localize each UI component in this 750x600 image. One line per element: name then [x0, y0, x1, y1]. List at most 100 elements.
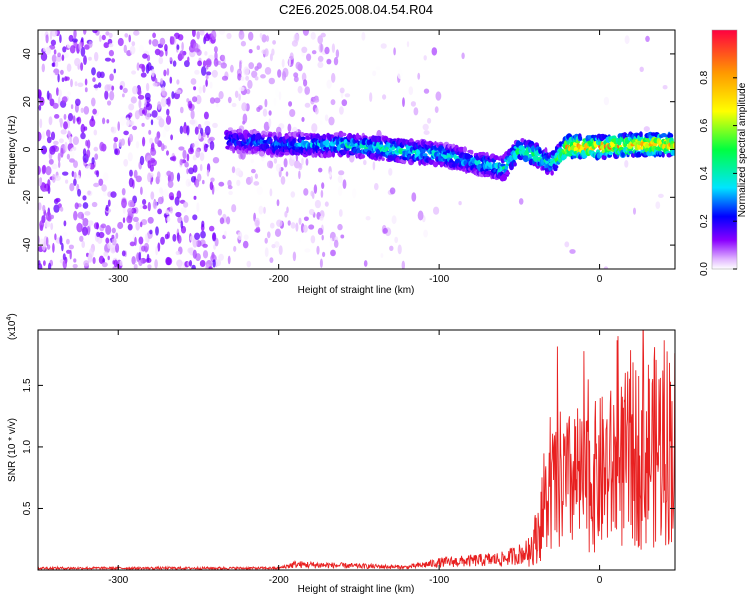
spectrogram-noise-cell	[176, 172, 181, 182]
spectrogram-noise-cell	[182, 149, 187, 160]
spectrogram-noise-cell	[58, 160, 61, 169]
spectrogram-noise-cell	[92, 30, 98, 34]
spectrogram-noise-cell	[38, 131, 42, 142]
spectrogram-noise-cell	[180, 220, 184, 229]
spectrogram-noise-cell	[56, 87, 59, 96]
spectrogram-noise-cell	[227, 96, 232, 104]
spectrogram-signal-cell	[643, 151, 648, 156]
spectrogram-noise-cell	[40, 52, 48, 62]
spectrogram-noise-cell	[235, 167, 241, 176]
spectrogram-noise-cell	[61, 171, 69, 176]
spectrogram-noise-cell	[49, 30, 53, 41]
spectrogram-noise-cell	[93, 84, 99, 89]
spectrogram-noise-cell	[330, 249, 336, 257]
spectrogram-noise-cell	[139, 155, 145, 166]
spectrogram-noise-cell	[397, 69, 403, 80]
spectrogram-noise-cell	[624, 35, 630, 45]
spectrogram-noise-cell	[81, 240, 85, 248]
spectrogram-noise-cell	[369, 92, 373, 102]
spectrogram-noise-cell	[216, 103, 219, 108]
spectrogram-noise-cell	[220, 62, 227, 69]
spectrogram-noise-cell	[54, 233, 57, 241]
spectrogram-x-tick-label: -200	[269, 274, 289, 285]
snr-x-tick-label: -300	[108, 575, 128, 586]
spectrogram-noise-cell	[119, 260, 123, 267]
spectrogram-noise-cell	[186, 125, 190, 136]
spectrogram-noise-cell	[655, 201, 661, 209]
spectrogram-noise-cell	[130, 96, 137, 104]
spectrogram-noise-cell	[253, 181, 260, 186]
spectrogram-noise-cell	[72, 136, 79, 146]
spectrogram-noise-cell	[316, 245, 320, 255]
spectrogram-noise-cell	[40, 238, 44, 246]
snr-y-tick-label: 0.5	[22, 501, 33, 515]
spectrogram-signal-cell	[381, 157, 385, 162]
spectrogram-signal-cell	[231, 129, 238, 133]
spectrogram-noise-cell	[77, 89, 83, 98]
spectrogram-signal-cell	[227, 127, 233, 132]
spectrogram-noise-cell	[183, 215, 189, 223]
spectrogram-noise-cell	[167, 180, 174, 189]
spectrogram-noise-cell	[269, 188, 273, 197]
spectrogram-noise-cell	[152, 200, 158, 210]
spectrogram-noise-cell	[310, 190, 314, 197]
spectrogram-noise-cell	[39, 220, 45, 229]
spectrogram-noise-cell	[160, 236, 165, 245]
spectrogram-noise-cell	[326, 79, 332, 89]
spectrogram-noise-cell	[341, 99, 348, 107]
spectrogram-noise-cell	[212, 157, 220, 164]
spectrogram-noise-cell	[51, 173, 56, 183]
spectrogram-noise-cell	[144, 233, 148, 242]
spectrogram-signal-cell	[538, 148, 542, 154]
spectrogram-signal-cell	[258, 151, 265, 157]
spectrogram-noise-cell	[122, 87, 128, 94]
spectrogram-noise-cell	[603, 266, 609, 269]
spectrogram-noise-cell	[427, 117, 432, 124]
spectrogram-y-label: Frequency (Hz)	[7, 116, 18, 185]
colorbar-label: Normalized spectral amplitude	[737, 82, 748, 217]
spectrogram-noise-cell	[154, 136, 160, 145]
spectrogram-noise-cell	[319, 258, 323, 268]
spectrogram-noise-cell	[136, 62, 140, 71]
spectrogram-noise-cell	[322, 251, 326, 258]
spectrogram-noise-cell	[251, 70, 258, 79]
spectrogram-noise-cell	[50, 222, 54, 230]
spectrogram-noise-cell	[183, 201, 189, 208]
spectrogram-noise-cell	[138, 44, 144, 53]
spectrogram-noise-cell	[180, 207, 187, 213]
spectrogram-noise-cell	[57, 152, 61, 162]
spectrogram-noise-cell	[259, 32, 263, 39]
spectrogram-noise-cell	[108, 43, 114, 48]
spectrogram-noise-cell	[141, 219, 148, 226]
spectrogram-noise-cell	[339, 106, 344, 115]
spectrogram-signal-cell	[504, 171, 511, 175]
spectrogram-noise-cell	[295, 222, 299, 232]
spectrogram-noise-cell	[113, 259, 118, 268]
spectrogram-noise-cell	[242, 113, 248, 124]
spectrogram-noise-cell	[72, 115, 76, 124]
spectrogram-noise-cell	[51, 163, 58, 170]
spectrogram-noise-cell	[74, 57, 81, 67]
spectrogram-noise-cell	[59, 34, 62, 44]
spectrogram-noise-cell	[160, 78, 164, 85]
spectrogram-noise-cell	[311, 50, 317, 55]
spectrogram-noise-cell	[135, 221, 140, 231]
spectrogram-noise-cell	[406, 41, 410, 48]
spectrogram-noise-cell	[104, 84, 111, 92]
colorbar-tick-label: 0.0	[699, 262, 710, 276]
spectrogram-noise-cell	[126, 215, 133, 224]
spectrogram-noise-cell	[274, 228, 282, 237]
spectrogram-noise-cell	[261, 34, 267, 43]
spectrogram-noise-cell	[45, 236, 49, 247]
spectrogram-noise-cell	[178, 146, 185, 151]
spectrogram-noise-cell	[102, 191, 107, 196]
spectrogram-noise-cell	[194, 178, 200, 188]
spectrogram-noise-cell	[408, 86, 414, 96]
spectrogram-noise-cell	[111, 237, 117, 246]
spectrogram-noise-cell	[163, 69, 167, 77]
spectrogram-noise-cell	[164, 124, 171, 132]
spectrogram-noise-cell	[160, 189, 164, 197]
spectrogram-noise-cell	[64, 141, 68, 152]
spectrogram-noise-cell	[423, 229, 428, 238]
spectrogram-noise-cell	[278, 91, 282, 101]
